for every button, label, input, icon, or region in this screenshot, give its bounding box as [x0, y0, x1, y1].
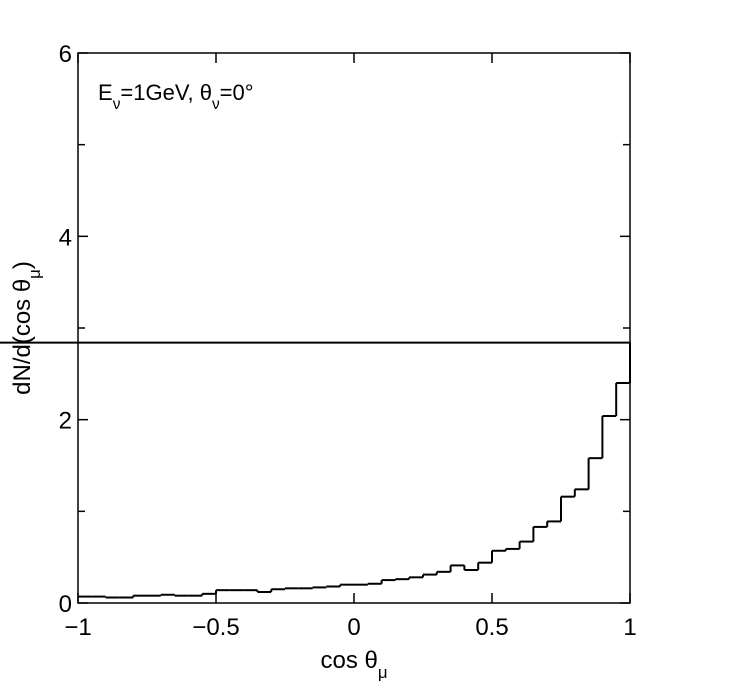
x-tick-label: −1: [64, 614, 91, 641]
y-tick-label: 2: [59, 408, 72, 435]
annotation-part: =0°: [220, 80, 254, 105]
y-axis-label: dN/d(cos θμ): [9, 261, 44, 395]
x-axis-label: cos θμ: [320, 647, 387, 682]
x-tick-label: 0: [347, 614, 360, 641]
y-tick-label: 0: [59, 591, 72, 618]
x-axis-label-part: μ: [378, 663, 388, 682]
x-tick-label: 0.5: [475, 614, 508, 641]
annotation-part: ν: [212, 96, 220, 113]
y-axis-label-part: dN/d(cos θ: [9, 279, 36, 395]
annotation: Eν=1GeV, θν=0°: [98, 80, 254, 113]
histogram-riser: [104, 342, 631, 598]
y-axis-label-part: μ: [25, 269, 44, 279]
annotation-part: =1GeV, θ: [120, 80, 212, 105]
x-tick-label: −0.5: [192, 614, 239, 641]
x-tick-label: 1: [623, 614, 636, 641]
y-tick-label: 4: [59, 224, 72, 251]
x-axis-label-part: cos θ: [320, 647, 377, 674]
annotation-part: E: [98, 80, 113, 105]
y-axis-label-part: ): [9, 261, 36, 269]
annotation-part: ν: [113, 96, 121, 113]
y-tick-label: 6: [59, 41, 72, 68]
